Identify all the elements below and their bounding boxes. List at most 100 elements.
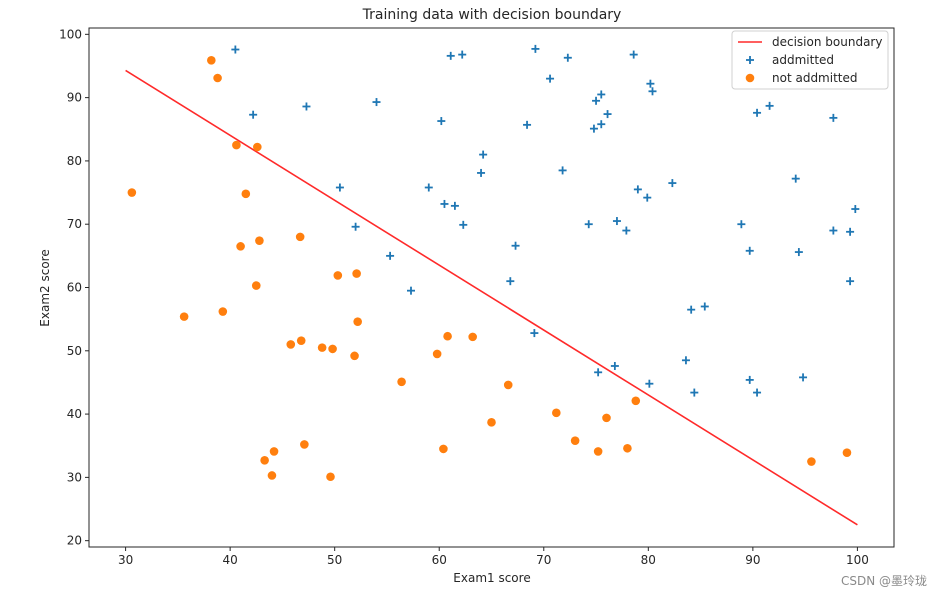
admitted-point [594, 368, 603, 377]
admitted-point [440, 199, 449, 208]
admitted-point [592, 96, 601, 105]
legend-box [731, 30, 889, 90]
admitted-point [646, 79, 655, 88]
not-admitted-point [842, 448, 852, 457]
x-tick-label: 40 [222, 553, 237, 567]
admitted-point [546, 74, 555, 83]
legend-entry-label: not addmitted [772, 71, 858, 85]
admitted-point [668, 179, 677, 188]
not-admitted-point [218, 307, 228, 316]
y-axis-label: Exam2 score [38, 249, 52, 326]
x-tick-label: 100 [846, 553, 869, 567]
admitted-point [477, 168, 486, 177]
not-admitted-point [207, 55, 216, 65]
admitted-point [531, 44, 540, 53]
not-admitted-point [295, 232, 305, 242]
not-admitted-point [213, 73, 222, 83]
admitted-point [386, 251, 395, 260]
x-tick-label: 90 [745, 553, 760, 567]
not-admitted-point [300, 440, 309, 449]
admitted-point [690, 388, 699, 397]
decision-boundary-line [125, 69, 858, 526]
not-admitted-point [443, 331, 452, 341]
admitted-point [530, 329, 539, 338]
not-admitted-point [267, 471, 277, 480]
admitted-point [597, 120, 606, 129]
y-tick-label: 70 [67, 217, 82, 231]
not-admitted-point [552, 408, 561, 418]
admitted-point [479, 150, 488, 159]
admitted-point [335, 183, 344, 192]
admitted-point [622, 226, 631, 235]
x-axis-label: Exam1 score [453, 571, 530, 585]
not-admitted-point [352, 269, 361, 278]
not-admitted-point [236, 242, 245, 251]
admitted-point [851, 205, 860, 214]
not-admitted-point [241, 189, 251, 199]
not-admitted-point [328, 344, 337, 354]
admitted-point [407, 286, 415, 295]
admitted-point [459, 220, 468, 229]
admitted-point [753, 388, 762, 397]
admitted-point [372, 98, 381, 107]
not-admitted-point [269, 447, 279, 456]
not-admitted-point [127, 188, 137, 197]
admitted-point [687, 305, 696, 314]
not-admitted-point [487, 418, 496, 427]
not-admitted-point [232, 140, 241, 150]
admitted-point [681, 356, 690, 365]
admitted-point [612, 217, 621, 226]
not-admitted-point [432, 349, 442, 359]
not-admitted-point [179, 312, 189, 321]
admitted-point [700, 302, 709, 311]
watermark-text: CSDN @墨玲珑 [840, 574, 927, 588]
admitted-point [745, 246, 754, 255]
scatter-points-layer [127, 44, 860, 482]
admitted-point [249, 110, 258, 119]
admitted-point [437, 117, 446, 126]
not-admitted-point [593, 447, 603, 456]
admitted-point [351, 222, 360, 231]
admitted-point [511, 241, 520, 250]
not-admitted-point [631, 396, 641, 406]
x-tick-label: 70 [536, 553, 551, 567]
admitted-point [753, 108, 762, 117]
y-tick-label: 60 [67, 281, 82, 295]
admitted-point [523, 120, 532, 129]
admitted-point [584, 220, 593, 229]
admitted-point [765, 101, 774, 110]
admitted-point [424, 183, 433, 192]
y-tick-label: 40 [67, 407, 82, 421]
admitted-point [597, 90, 606, 99]
admitted-point [846, 227, 855, 236]
x-tick-label: 50 [327, 553, 342, 567]
not-admitted-point [253, 142, 262, 152]
legend-entry-label: decision boundary [772, 35, 882, 49]
admitted-point [645, 379, 654, 388]
not-admitted-point [353, 317, 362, 326]
y-tick-label: 90 [67, 91, 82, 105]
admitted-point [302, 102, 311, 111]
x-tick-label: 60 [432, 553, 447, 567]
not-admitted-point [317, 343, 327, 352]
y-tick-label: 20 [67, 534, 82, 548]
not-admitted-point [807, 457, 816, 466]
legend-plus-swatch [746, 56, 754, 64]
admitted-point [450, 201, 459, 210]
not-admitted-point [397, 377, 406, 387]
not-admitted-point [251, 281, 261, 290]
legend-entry-label: addmitted [772, 53, 834, 67]
not-admitted-point [260, 455, 269, 465]
not-admitted-point [602, 413, 611, 423]
not-admitted-point [326, 472, 335, 482]
admitted-point [231, 45, 240, 54]
x-tick-label: 80 [641, 553, 656, 567]
not-admitted-point [255, 236, 264, 245]
admitted-point [610, 361, 619, 370]
admitted-point [603, 110, 612, 119]
not-admitted-point [333, 271, 343, 280]
legend: decision boundary addmitted not addmitted [731, 30, 889, 90]
decision-boundary-layer [125, 69, 858, 526]
admitted-point [633, 185, 642, 194]
admitted-point [558, 166, 567, 175]
